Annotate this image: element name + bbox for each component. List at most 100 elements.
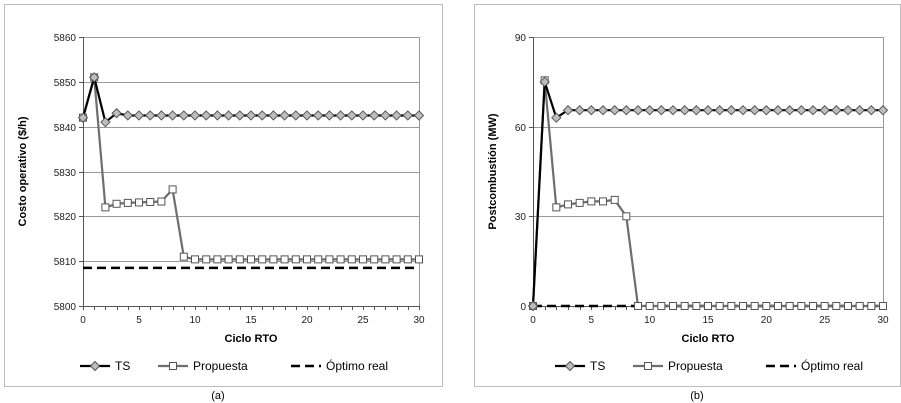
x-tick-label: 10	[189, 315, 201, 326]
chart-frame	[4, 4, 443, 387]
data-point-propuesta	[692, 302, 701, 310]
data-point-propuesta	[347, 255, 356, 264]
data-point-propuesta	[202, 255, 211, 264]
data-point-ts	[189, 110, 201, 121]
legend-marker	[169, 362, 177, 370]
data-point-ts	[854, 105, 865, 116]
x-tick-label: 10	[644, 315, 656, 326]
y-tick-label: 0	[520, 302, 526, 313]
data-point-propuesta	[867, 302, 876, 310]
data-point-propuesta	[797, 302, 806, 310]
figure-caption: (a)	[211, 390, 224, 402]
data-point-propuesta	[303, 255, 311, 264]
data-point-ts	[223, 110, 234, 121]
data-point-ts	[702, 105, 714, 116]
data-point-propuesta	[739, 302, 747, 310]
y-tick-label: 5800	[54, 302, 77, 313]
data-point-ts	[749, 105, 760, 116]
data-point-ts	[234, 110, 246, 121]
data-point-propuesta	[247, 255, 255, 264]
y-tick-label: 5860	[54, 33, 77, 44]
data-point-ts	[737, 105, 749, 116]
data-point-ts	[866, 105, 877, 116]
data-point-ts	[586, 105, 597, 116]
data-point-propuesta	[235, 255, 244, 264]
data-point-propuesta	[785, 302, 794, 310]
y-tick-label: 60	[515, 123, 527, 134]
legend-label: Óptimo real	[326, 358, 388, 373]
data-point-propuesta	[680, 302, 689, 310]
data-point-propuesta	[112, 199, 121, 208]
data-point-ts	[714, 105, 725, 116]
data-point-ts	[656, 105, 667, 116]
data-point-propuesta	[669, 302, 677, 310]
x-tick-label: 20	[761, 315, 773, 326]
data-point-propuesta	[587, 197, 596, 206]
x-tick-label: 5	[136, 315, 142, 326]
legend-label: Propuesta	[193, 359, 248, 373]
data-point-propuesta	[157, 197, 166, 206]
data-point-ts	[644, 105, 655, 116]
y-tick-label: 90	[515, 33, 527, 44]
data-point-propuesta	[213, 255, 222, 264]
data-point-propuesta	[727, 302, 736, 310]
data-point-propuesta	[715, 302, 724, 310]
data-point-ts	[290, 110, 302, 121]
data-point-ts	[77, 112, 89, 123]
data-point-propuesta	[855, 302, 864, 310]
data-point-ts	[245, 110, 257, 121]
x-tick-label: 30	[877, 315, 889, 326]
data-point-ts	[279, 110, 290, 121]
legend-label: Propuesta	[668, 359, 723, 373]
x-tick-label: 30	[413, 315, 425, 326]
data-point-ts	[133, 110, 145, 121]
y-axis-title: Costo operativo ($/h)	[17, 116, 29, 226]
data-point-ts	[819, 105, 830, 116]
data-point-propuesta	[844, 302, 852, 310]
data-point-ts	[335, 110, 346, 121]
data-point-propuesta	[610, 195, 619, 204]
data-point-ts	[539, 76, 550, 88]
chart-0: 5800 5810 5820 5830 5840 5850 5860 0 5 10 15 20 25 30…	[4, 4, 443, 402]
series-line-Propuesta	[81, 76, 419, 261]
data-point-ts	[784, 105, 795, 116]
x-tick-label: 5	[589, 315, 595, 326]
y-tick-label: 5850	[54, 78, 77, 89]
data-point-ts	[413, 110, 425, 121]
data-point-propuesta	[370, 255, 379, 264]
data-point-propuesta	[879, 302, 887, 310]
data-point-ts	[380, 110, 391, 121]
x-tick-label: 15	[702, 315, 714, 326]
data-point-propuesta	[224, 255, 233, 264]
data-point-propuesta	[750, 302, 759, 310]
data-point-propuesta	[657, 302, 666, 310]
legend-label: TS	[590, 359, 605, 373]
data-point-propuesta	[575, 198, 584, 207]
data-point-ts	[761, 105, 772, 116]
data-point-ts	[621, 105, 632, 116]
data-point-propuesta	[832, 302, 841, 310]
data-point-propuesta	[123, 198, 132, 207]
data-point-propuesta	[280, 255, 289, 264]
data-point-ts	[200, 110, 212, 121]
data-point-propuesta	[552, 203, 561, 212]
figure-caption: (b)	[690, 390, 703, 402]
data-point-ts	[346, 110, 358, 121]
data-point-ts	[402, 110, 414, 121]
data-point-propuesta	[325, 255, 334, 264]
data-point-ts	[111, 108, 122, 119]
data-point-ts	[144, 110, 156, 121]
data-point-ts	[562, 105, 574, 116]
data-point-propuesta	[269, 255, 278, 264]
data-point-ts	[667, 105, 679, 116]
data-point-propuesta	[336, 255, 345, 264]
y-tick-label: 5820	[54, 212, 77, 223]
y-tick-label: 5840	[54, 123, 77, 134]
data-point-ts	[807, 105, 819, 116]
legend-marker	[644, 362, 652, 370]
y-tick-label: 5830	[54, 168, 77, 179]
data-point-ts	[527, 300, 539, 312]
data-point-ts	[574, 105, 585, 116]
data-point-ts	[679, 105, 690, 116]
